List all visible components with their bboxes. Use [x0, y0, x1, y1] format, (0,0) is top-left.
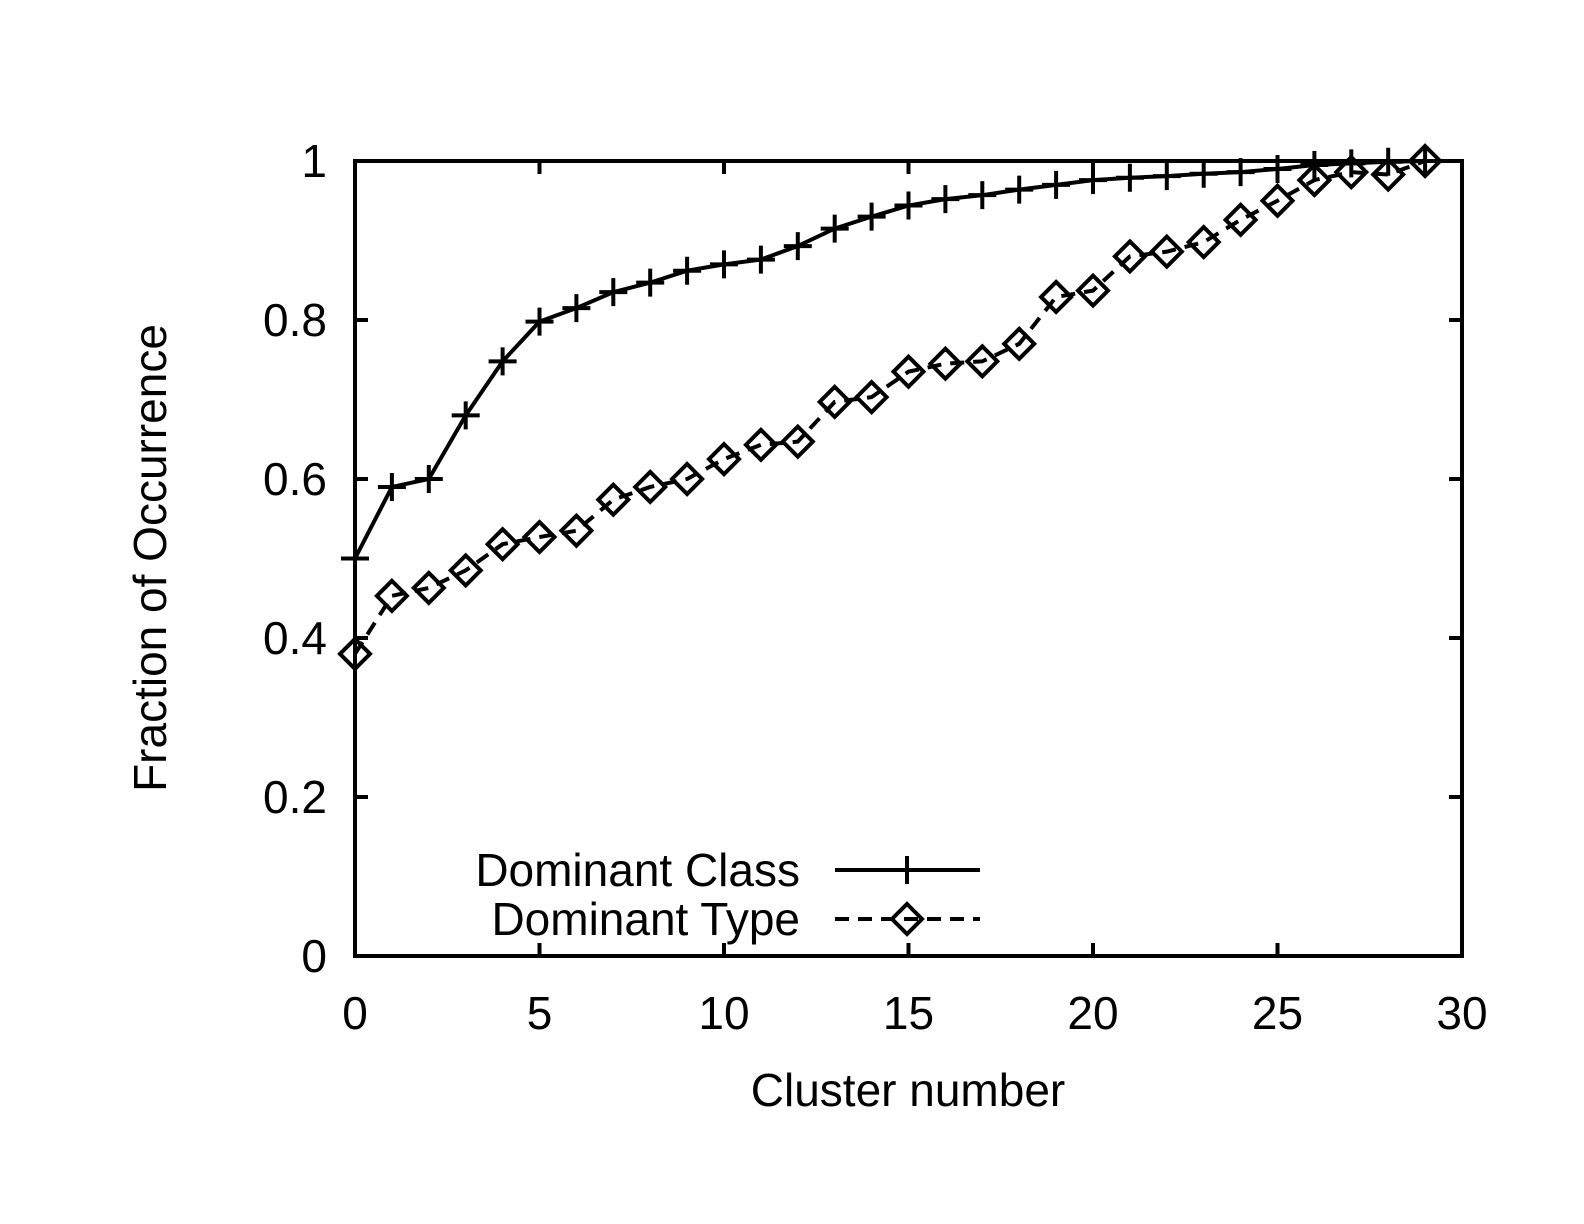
x-tick-label: 15	[882, 987, 935, 1039]
axis-ticks	[353, 159, 1464, 958]
legend-sample-marker-dominant-type	[889, 901, 925, 937]
y-axis-title: Fraction of Occurrence	[124, 324, 176, 792]
plot-border	[353, 159, 1464, 958]
x-tick-label: 10	[698, 987, 750, 1039]
y-tick-label: 0.2	[263, 771, 327, 823]
y-tick-label: 0.8	[263, 294, 327, 346]
x-tick-label: 20	[1067, 987, 1119, 1039]
legend-label-dominant-class: Dominant Class	[475, 844, 800, 896]
x-tick-label: 0	[342, 987, 368, 1039]
y-tick-label: 0.6	[263, 453, 327, 505]
y-tick-label: 0	[301, 930, 327, 982]
x-tick-label: 5	[526, 987, 553, 1039]
x-tick-label: 25	[1251, 987, 1304, 1039]
legend-sample-marker-dominant-class	[893, 856, 921, 884]
y-tick-label: 1	[301, 135, 327, 187]
y-tick-label: 0.4	[263, 612, 327, 664]
x-axis-title: Cluster number	[750, 1064, 1066, 1116]
x-tick-label: 30	[1436, 987, 1488, 1039]
series-line-dominant-type	[353, 159, 1426, 655]
legend-label-dominant-type: Dominant Type	[491, 893, 800, 945]
series-markers-dominant-type	[337, 143, 1443, 672]
